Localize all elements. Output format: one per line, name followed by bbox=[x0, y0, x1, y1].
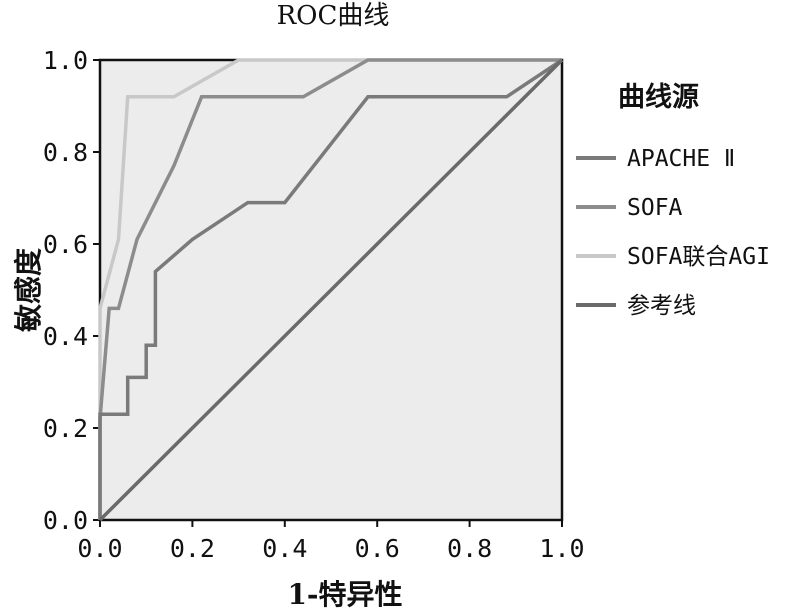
series-layer bbox=[98, 58, 564, 522]
x-tick-label: 0.8 bbox=[447, 534, 492, 563]
series-line-3 bbox=[98, 58, 564, 522]
y-tick-label: 0.2 bbox=[43, 414, 88, 443]
legend-label-0: APACHE Ⅱ bbox=[627, 146, 735, 172]
y-axis: 0.0 0.2 0.4 0.6 0.8 1.0 bbox=[43, 46, 100, 535]
x-tick-label: 0.6 bbox=[355, 534, 400, 563]
legend-title: 曲线源 bbox=[618, 82, 699, 113]
legend: 曲线源 APACHE Ⅱ SOFA SOFA联合AGI 参考线 bbox=[576, 82, 770, 319]
x-tick-label: 1.0 bbox=[539, 534, 584, 563]
legend-label-1: SOFA bbox=[627, 195, 683, 221]
x-tick-label: 0.0 bbox=[77, 534, 122, 563]
series-line-1 bbox=[98, 58, 562, 520]
x-axis: 0.0 0.2 0.4 0.6 0.8 1.0 bbox=[77, 520, 585, 563]
chart-title: ROC曲线 bbox=[277, 1, 390, 31]
legend-label-2: SOFA联合AGI bbox=[627, 244, 770, 270]
y-tick-label: 1.0 bbox=[43, 46, 88, 75]
y-tick-label: 0.8 bbox=[43, 138, 88, 167]
y-tick-label: 0.0 bbox=[43, 506, 88, 535]
y-tick-label: 0.4 bbox=[43, 322, 88, 351]
y-axis-title: 敏感度 bbox=[12, 248, 45, 333]
legend-label-3: 参考线 bbox=[627, 293, 696, 319]
y-tick-label: 0.6 bbox=[43, 230, 88, 259]
x-tick-label: 0.4 bbox=[262, 534, 307, 563]
series-line-0 bbox=[98, 58, 563, 520]
x-axis-title: 1-特异性 bbox=[287, 578, 402, 611]
x-tick-label: 0.2 bbox=[170, 534, 215, 563]
series-line-2 bbox=[98, 58, 562, 520]
